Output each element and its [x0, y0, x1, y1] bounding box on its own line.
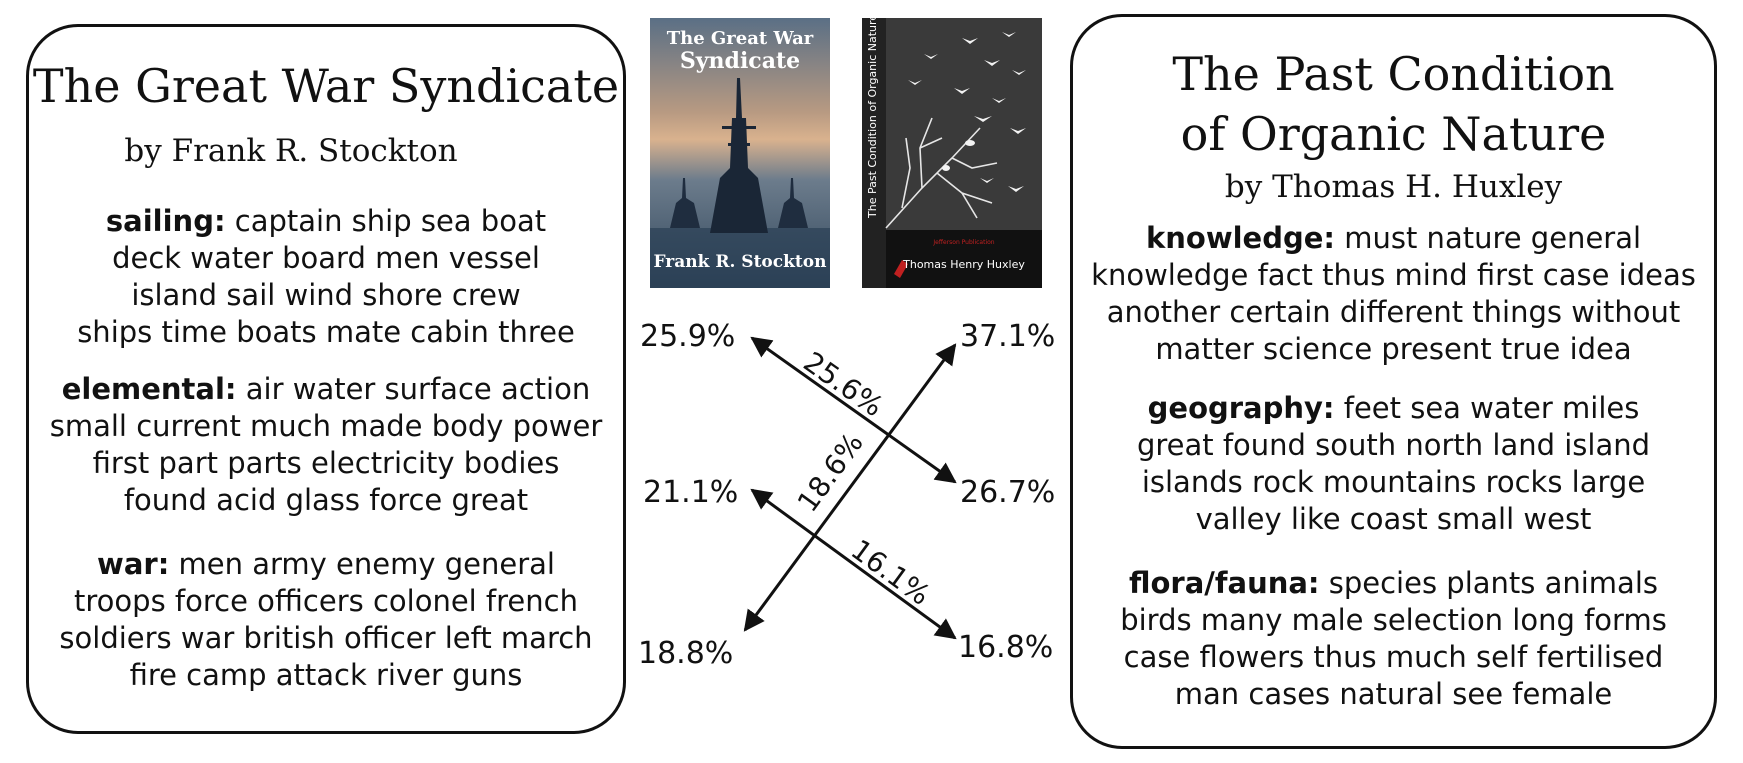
right-book-title-line2: of Organic Nature: [1180, 107, 1607, 161]
topic-words: small current much made body power: [49, 409, 603, 443]
arrow-label-1: 25.6%: [798, 345, 890, 423]
cover-spine-title: The Past Condition of Organic Nature: [866, 18, 879, 219]
topic-name: knowledge:: [1145, 221, 1336, 255]
publisher-logo-icon: [894, 260, 908, 278]
topic-words: another certain different things without: [1106, 295, 1681, 329]
topic-elemental: elemental: air water surface action smal…: [29, 371, 623, 519]
topic-name: geography:: [1147, 391, 1335, 425]
left-book-cover: The Great War Syndicate Frank R. Stockto…: [650, 18, 830, 288]
topic-name: war:: [97, 547, 170, 581]
birds-tree-illustration: The Past Condition of Organic Nature Jef…: [862, 18, 1042, 288]
topic-words: species plants animals: [1328, 566, 1658, 600]
topic-name: sailing:: [105, 204, 226, 238]
topic-words: feet sea water miles: [1343, 391, 1640, 425]
percent-right-top: 37.1%: [960, 319, 1056, 354]
topic-words: knowledge fact thus mind first case idea…: [1091, 258, 1696, 292]
warship-silhouette: [650, 78, 830, 288]
percent-right-bottom: 16.8%: [958, 630, 1054, 665]
topic-flora-fauna: flora/fauna: species plants animals bird…: [1073, 565, 1714, 713]
topic-words: ships time boats mate cabin three: [77, 315, 575, 349]
right-book-cover: The Past Condition of Organic Nature Jef…: [862, 18, 1042, 288]
topic-words: fire camp attack river guns: [129, 658, 523, 692]
cover-title-line2: Syndicate: [679, 48, 801, 74]
topic-words: soldiers war british officer left march: [59, 621, 593, 655]
percent-left-top: 25.9%: [640, 319, 736, 354]
left-topic-list: sailing: captain ship sea boat deck wate…: [29, 203, 623, 694]
arrow-sailing-geography: [750, 336, 957, 484]
topic-geography: geography: feet sea water miles great fo…: [1073, 390, 1714, 538]
right-topic-list: knowledge: must nature general knowledge…: [1073, 220, 1714, 713]
arrow-label-3: 16.1%: [845, 533, 936, 612]
left-book-author: by Frank R. Stockton: [124, 133, 458, 169]
topic-words: air water surface action: [245, 372, 591, 406]
topic-words: matter science present true idea: [1155, 332, 1632, 366]
topic-sailing: sailing: captain ship sea boat deck wate…: [29, 203, 623, 351]
arrow-elemental-flora-fauna: [750, 488, 957, 640]
left-book-panel: The Great War Syndicate by Frank R. Stoc…: [26, 24, 626, 734]
topic-words: deck water board men vessel: [112, 241, 540, 275]
right-book-author: by Thomas H. Huxley: [1224, 169, 1563, 205]
topic-words: troops force officers colonel french: [74, 584, 578, 618]
topic-words: found acid glass force great: [123, 483, 529, 517]
arrow-war-knowledge: [743, 343, 957, 632]
topic-words: first part parts electricity bodies: [92, 446, 560, 480]
cover-publisher: Jefferson Publication: [932, 239, 994, 246]
arrow-label-2: 18.6%: [791, 427, 870, 518]
topic-words: island sail wind shore crew: [131, 278, 521, 312]
right-book-panel: The Past Condition of Organic Nature by …: [1070, 14, 1717, 749]
percent-left-mid: 21.1%: [643, 475, 739, 510]
cover-title-line1: The Great War: [666, 28, 814, 49]
topic-words: case flowers thus much self fertilised: [1123, 640, 1664, 674]
topic-words: man cases natural see female: [1174, 677, 1613, 711]
left-book-title: The Great War Syndicate: [32, 59, 620, 113]
topic-words: birds many male selection long forms: [1120, 603, 1667, 637]
topic-words: must nature general: [1344, 221, 1642, 255]
right-book-title-line1: The Past Condition: [1172, 47, 1615, 101]
percent-left-bottom: 18.8%: [638, 636, 734, 671]
cover-author: Frank R. Stockton: [653, 252, 827, 272]
topic-war: war: men army enemy general troops force…: [29, 546, 623, 694]
topic-words: islands rock mountains rocks large: [1141, 465, 1646, 499]
cover-author: Thomas Henry Huxley: [902, 258, 1025, 271]
topic-words: captain ship sea boat: [234, 204, 547, 238]
topic-words: men army enemy general: [178, 547, 555, 581]
topic-name: flora/fauna:: [1129, 566, 1320, 600]
topic-name: elemental:: [61, 372, 237, 406]
percent-right-mid: 26.7%: [960, 475, 1056, 510]
topic-words: valley like coast small west: [1195, 502, 1592, 536]
topic-knowledge: knowledge: must nature general knowledge…: [1073, 220, 1714, 368]
topic-words: great found south north land island: [1136, 428, 1651, 462]
